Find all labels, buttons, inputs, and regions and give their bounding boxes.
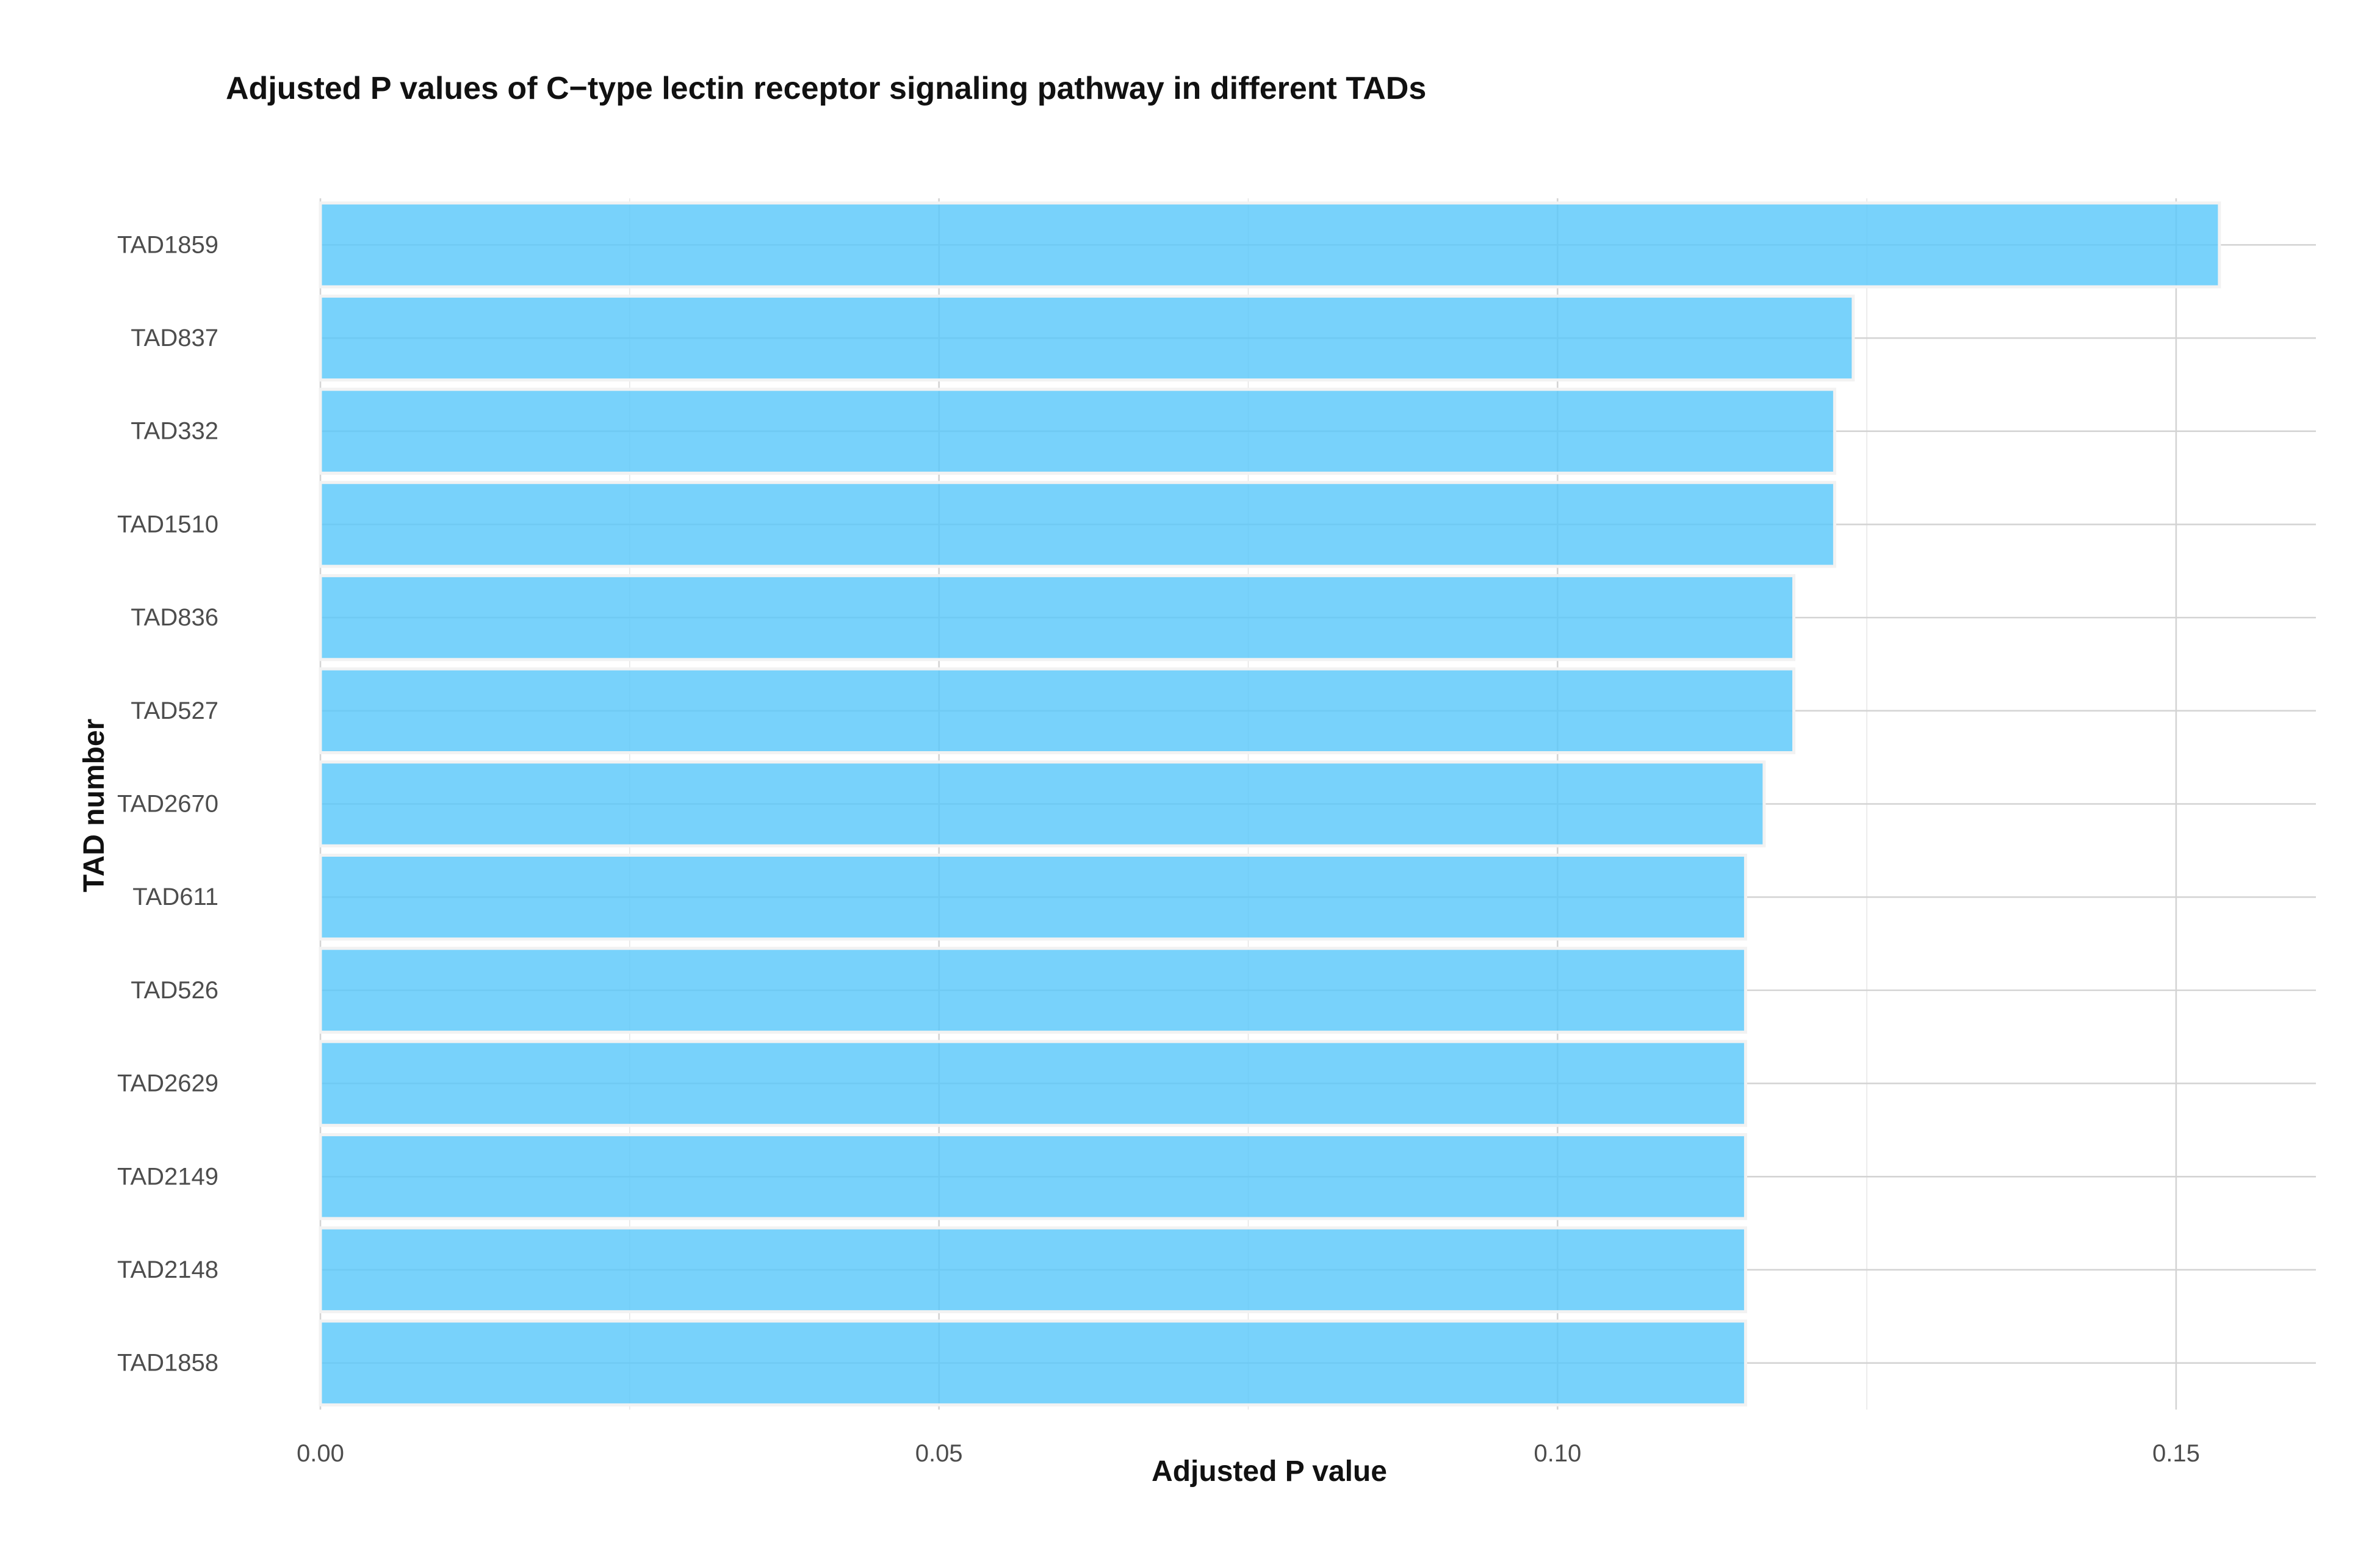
y-tick-label: TAD1858	[117, 1350, 218, 1377]
y-tick-label: TAD1510	[117, 511, 218, 538]
bar-tad836	[319, 574, 1795, 661]
bar-tad332	[319, 387, 1836, 475]
x-axis-title: Adjusted P value	[1152, 1455, 1387, 1488]
chart-title: Adjusted P values of C−type lectin recep…	[226, 71, 1426, 106]
x-axis-tick-labels: 0.00 0.05 0.10 0.15	[297, 1440, 2200, 1467]
y-tick-label: TAD837	[131, 325, 218, 351]
bar-tad837	[319, 294, 1855, 382]
x-tick-label: 0.10	[1534, 1440, 1581, 1467]
y-tick-label: TAD527	[131, 697, 218, 724]
y-tick-label: TAD2149	[117, 1163, 218, 1190]
bar-tad611	[319, 853, 1747, 941]
y-axis-title: TAD number	[78, 719, 110, 892]
y-tick-label: TAD2629	[117, 1070, 218, 1097]
bars	[319, 201, 2221, 1407]
x-tick-label: 0.15	[2152, 1440, 2200, 1467]
y-tick-label: TAD2670	[117, 791, 218, 818]
y-tick-label: TAD836	[131, 604, 218, 631]
bar-tad2148	[319, 1226, 1747, 1314]
bar-tad2629	[319, 1040, 1747, 1127]
bar-tad1510	[319, 481, 1836, 568]
y-tick-label: TAD611	[132, 884, 218, 910]
bar-tad1859	[319, 201, 2221, 289]
bar-tad2149	[319, 1133, 1747, 1220]
x-tick-label: 0.00	[297, 1440, 344, 1467]
y-tick-label: TAD526	[131, 977, 218, 1004]
y-tick-label: TAD332	[131, 418, 218, 445]
bar-tad526	[319, 946, 1747, 1034]
y-tick-label: TAD1859	[117, 231, 218, 258]
y-tick-label: TAD2148	[117, 1256, 218, 1283]
bar-tad2670	[319, 760, 1766, 848]
y-axis-tick-labels: TAD1859 TAD837 TAD332 TAD1510 TAD836 TAD527 TA…	[117, 231, 218, 1376]
bar-tad527	[319, 667, 1795, 755]
x-tick-label: 0.05	[915, 1440, 963, 1467]
bar-tad1858	[319, 1319, 1747, 1407]
